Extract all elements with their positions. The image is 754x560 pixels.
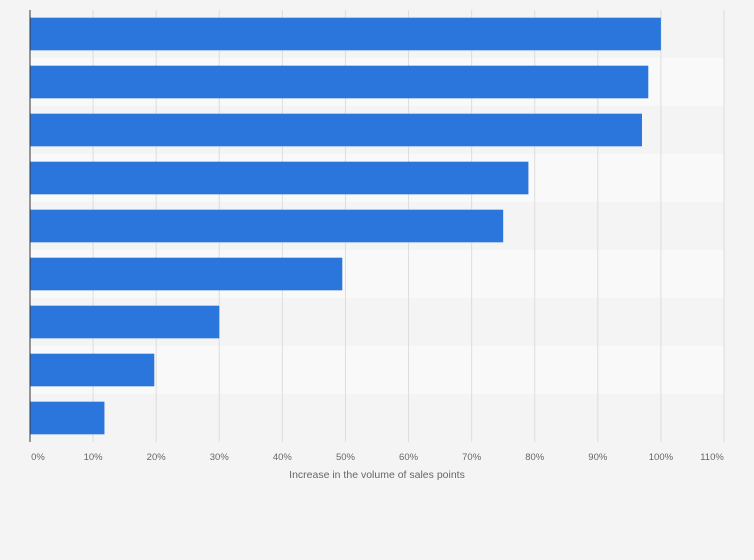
bar	[30, 209, 504, 243]
x-tick-label: 80%	[525, 452, 545, 463]
bar	[30, 113, 642, 147]
x-tick-label: 100%	[649, 452, 674, 463]
x-tick-label: 40%	[273, 452, 293, 463]
x-tick-label: 10%	[84, 452, 104, 463]
x-tick-label: 60%	[399, 452, 419, 463]
row-band	[30, 394, 724, 442]
x-axis-title: Increase in the volume of sales points	[289, 469, 465, 481]
x-tick-label: 110%	[700, 452, 724, 463]
x-tick-label: 20%	[147, 452, 167, 463]
bar	[30, 401, 105, 435]
bar	[30, 65, 649, 99]
x-tick-labels: 0% 10% 20% 30% 40% 50% 60% 70% 80% 90% 100% 110%	[31, 452, 724, 463]
x-tick-label: 70%	[462, 452, 482, 463]
x-tick-label: 30%	[210, 452, 230, 463]
x-tick-label: 90%	[588, 452, 608, 463]
bar	[30, 257, 343, 291]
x-tick-label: 0%	[31, 452, 45, 463]
bar	[30, 353, 155, 387]
bars	[30, 17, 661, 435]
x-tick-label: 50%	[336, 452, 356, 463]
bar	[30, 161, 529, 195]
bar	[30, 17, 661, 51]
bar	[30, 305, 220, 339]
